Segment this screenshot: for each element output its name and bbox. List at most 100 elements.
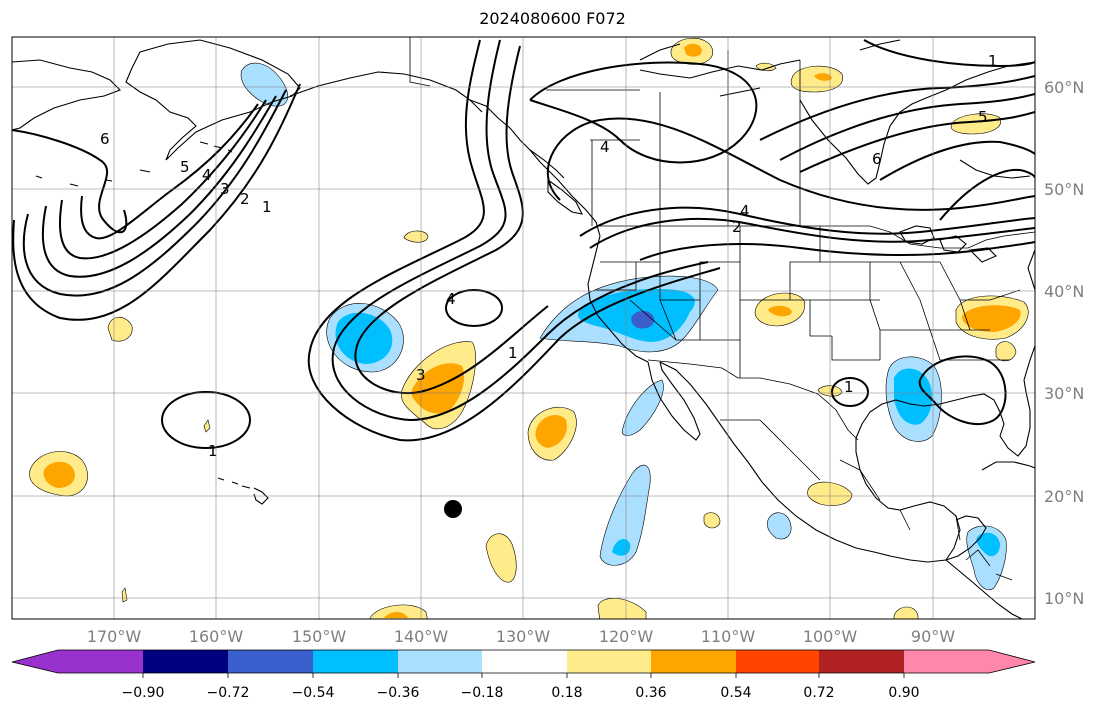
- contour-label: 6: [872, 150, 882, 168]
- coastline-central-america: [945, 559, 1024, 619]
- negative-anomaly-california-max: [631, 310, 655, 329]
- lon-label-150w: 150°W: [292, 627, 347, 646]
- positive-anomaly-hawaii-small: [203, 419, 211, 433]
- coastline-cuba: [981, 461, 1035, 471]
- positive-anomaly-south-edge-1-core: [384, 612, 408, 618]
- colorbar-label: 0.36: [635, 685, 666, 701]
- colorbar-extend-low: [12, 650, 58, 673]
- colorbar-label: −0.36: [377, 685, 420, 701]
- positive-anomaly-new-mexico-core: [768, 305, 792, 317]
- contour-east-canada-3: [779, 93, 1035, 161]
- contour-west-6: [12, 129, 128, 234]
- lon-label-120w: 120°W: [599, 627, 654, 646]
- contour-label: 4: [446, 290, 456, 308]
- negative-anomaly-gulf-core: [894, 368, 933, 425]
- border-us-canada: [600, 225, 1035, 249]
- contour-east-canada-1: [863, 39, 1035, 68]
- colorbar-bin: [228, 650, 313, 673]
- colorbar-labels: −0.90 −0.72 −0.54 −0.36 −0.18 0.18 0.36 …: [122, 685, 920, 701]
- positive-anomaly-north-canada-1-core: [684, 43, 702, 57]
- contour-hawaii-loop: [161, 391, 251, 449]
- border-central-america: [965, 549, 1013, 581]
- lon-label-110w: 110°W: [701, 627, 756, 646]
- lat-label-30n: 30°N: [1044, 384, 1084, 403]
- contour-west-4: [59, 99, 267, 260]
- lon-label-100w: 100°W: [803, 627, 858, 646]
- contour-east-canada-2: [759, 75, 1035, 141]
- contour-label: 1: [508, 344, 518, 362]
- contour-label: 1: [208, 442, 218, 460]
- lat-label-40n: 40°N: [1044, 282, 1084, 301]
- colorbar: [11, 649, 1036, 674]
- coastline-florida: [999, 379, 1031, 457]
- contour-west-1: [12, 83, 301, 321]
- contour-label: 2: [240, 190, 250, 208]
- lat-label-50n: 50°N: [1044, 180, 1084, 199]
- contour-label: 1: [988, 52, 998, 70]
- border-us-states-west: [596, 226, 832, 378]
- contour-east-canada-5: [879, 140, 1035, 181]
- contour-ne-pacific-3: [354, 45, 549, 395]
- contour-label: 1: [262, 198, 272, 216]
- contour-west-2: [22, 89, 287, 297]
- negative-anomaly-alaska: [240, 62, 288, 107]
- coastline-us-west: [587, 235, 649, 363]
- coastline-us-east: [1023, 249, 1035, 381]
- colorbar-bin: [567, 650, 651, 673]
- contour-label: 4: [202, 166, 212, 184]
- storm-position-dot: [444, 500, 462, 518]
- colorbar-bin: [482, 650, 567, 673]
- positive-anomaly-south-edge-2: [597, 598, 647, 619]
- contour-ne-pacific-outer: [307, 39, 721, 442]
- map-plot-area: 6 5 4 3 2 1 4 3 1 1 1 4 2 4 6 5 1: [12, 37, 1035, 619]
- colorbar-label: 0.54: [720, 685, 751, 701]
- contour-label: 4: [600, 138, 610, 156]
- lon-label-90w: 90°W: [911, 627, 955, 646]
- positive-anomaly-mexico-small: [703, 512, 721, 529]
- colorbar-label: −0.90: [122, 685, 165, 701]
- colorbar-label: −0.54: [292, 685, 335, 701]
- negative-anomaly-baja: [621, 379, 664, 436]
- coastline-alaska-panhandle: [469, 99, 565, 179]
- positive-anomaly-west-pacific-small: [107, 316, 133, 342]
- coastline-baja-west: [647, 361, 701, 441]
- colorbar-bin: [904, 650, 989, 673]
- border-us-mexico: [647, 359, 859, 441]
- negative-anomaly-central-america-core: [976, 532, 1000, 557]
- coastline-bering-west: [12, 59, 121, 131]
- contour-ne-pacific-inner: [445, 289, 503, 327]
- positive-anomaly-ne-pacific-core: [411, 363, 465, 414]
- lon-label-130w: 130°W: [496, 627, 551, 646]
- contour-label: 6: [100, 130, 110, 148]
- map-gridlines: [12, 37, 1035, 619]
- contour-east-canada-6: [939, 168, 1035, 221]
- contour-west-5: [80, 103, 259, 240]
- border-alaska-canada: [409, 37, 431, 87]
- colorbar-bin: [313, 650, 398, 673]
- coastline-alaska-gulf: [289, 71, 483, 113]
- positive-anomaly-tiny: [121, 587, 128, 603]
- contour-label: 4: [740, 202, 750, 220]
- contour-canada-3: [589, 217, 1035, 249]
- colorbar-bin: [58, 650, 143, 673]
- colorbar-label: 0.72: [803, 685, 834, 701]
- coastline-british-columbia: [529, 149, 601, 237]
- positive-anomaly-quebec: [950, 113, 1001, 135]
- contour-canada-5: [639, 241, 1035, 261]
- negative-anomaly-ne-pacific-core: [335, 312, 393, 364]
- lat-label-20n: 20°N: [1044, 487, 1084, 506]
- lon-label-160w: 160°W: [189, 627, 244, 646]
- coastline-vancouver-island: [547, 178, 583, 215]
- border-mexico-states: [720, 419, 961, 541]
- coastline-hudson-bay: [799, 97, 927, 185]
- coastline-hawaii: [217, 477, 269, 505]
- political-borders: [409, 37, 1035, 581]
- positive-anomaly-east-pacific-south: [485, 533, 517, 583]
- contour-label: 2: [732, 218, 742, 236]
- negative-anomaly-east-pacific: [599, 464, 651, 566]
- coastline-yucatan: [945, 515, 987, 561]
- lat-label-10n: 10°N: [1044, 589, 1084, 608]
- colorbar-bin: [398, 650, 482, 673]
- border-us-states-central: [810, 226, 1021, 361]
